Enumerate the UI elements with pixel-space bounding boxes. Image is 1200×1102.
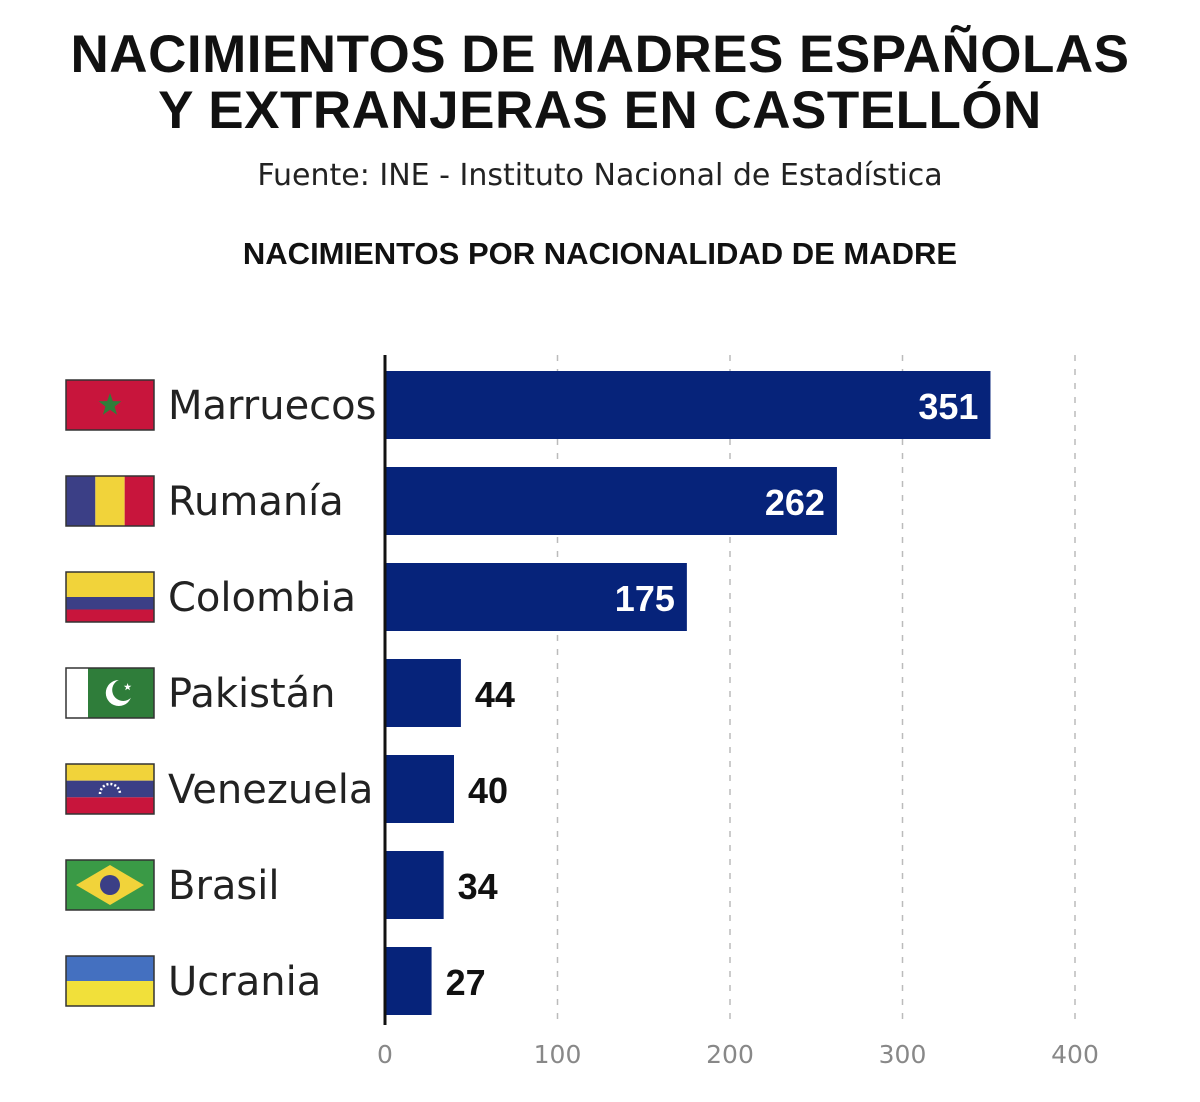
data-label: 34	[458, 866, 498, 907]
data-label: 44	[475, 674, 515, 715]
flag-stripe	[66, 956, 154, 981]
data-label: 351	[918, 386, 978, 427]
flag-border	[65, 763, 155, 815]
colombia-flag-icon	[65, 571, 155, 623]
title-line-2: Y EXTRANJERAS EN CASTELLÓN	[158, 81, 1042, 140]
category-label: Colombia	[168, 575, 356, 621]
flag-stripe	[66, 981, 154, 1006]
flag-border	[65, 955, 155, 1007]
category-label: Venezuela	[168, 767, 373, 813]
bar	[385, 851, 444, 919]
flag-border	[65, 571, 155, 623]
x-tick-label: 0	[377, 1040, 393, 1069]
category-label: Rumanía	[168, 479, 344, 525]
globe-icon	[100, 875, 120, 895]
source-note: Fuente: INE - Instituto Nacional de Esta…	[257, 158, 943, 193]
category-label: Marruecos	[168, 383, 376, 429]
bar	[385, 563, 687, 631]
crescent-mask	[112, 679, 135, 701]
flag-border	[65, 475, 155, 527]
flag-stripe	[66, 476, 96, 526]
flag-stripe	[66, 572, 154, 597]
star-icon	[123, 683, 132, 691]
flag-stripe	[66, 764, 154, 781]
x-tick-label: 300	[879, 1040, 927, 1069]
data-label: 175	[615, 578, 675, 619]
morocco-flag-icon	[65, 379, 155, 431]
bar	[385, 467, 837, 535]
chart-title: NACIMIENTOS POR NACIONALIDAD DE MADRE	[242, 236, 958, 271]
flag-stripe	[66, 609, 154, 622]
flag-stripe	[66, 597, 154, 610]
flag-stripe	[95, 476, 125, 526]
flag-stripe	[66, 797, 154, 814]
data-label: 40	[468, 770, 508, 811]
bar	[385, 659, 461, 727]
category-label: Ucrania	[168, 959, 321, 1005]
flag-stripe	[124, 476, 154, 526]
bar	[385, 947, 432, 1015]
flag-border	[65, 859, 155, 911]
x-tick-label: 100	[534, 1040, 582, 1069]
romania-flag-icon	[65, 475, 155, 527]
pakistan-flag-icon	[65, 667, 155, 719]
data-label: 27	[446, 962, 486, 1003]
category-label: Brasil	[168, 863, 279, 909]
brazil-flag-icon	[65, 859, 155, 911]
title-line-1: NACIMIENTOS DE MADRES ESPAÑOLAS	[70, 25, 1130, 84]
x-tick-label: 400	[1051, 1040, 1099, 1069]
flag-stripe	[66, 780, 154, 798]
ukraine-flag-icon	[65, 955, 155, 1007]
star-icon	[98, 393, 122, 415]
flag-stripe	[66, 668, 88, 718]
bar	[385, 371, 991, 439]
category-label: Pakistán	[168, 671, 336, 717]
bar	[385, 755, 454, 823]
data-label: 262	[765, 482, 825, 523]
flag-border	[65, 379, 155, 431]
venezuela-flag-icon	[65, 763, 155, 815]
x-tick-label: 200	[706, 1040, 754, 1069]
flag-border	[65, 667, 155, 719]
